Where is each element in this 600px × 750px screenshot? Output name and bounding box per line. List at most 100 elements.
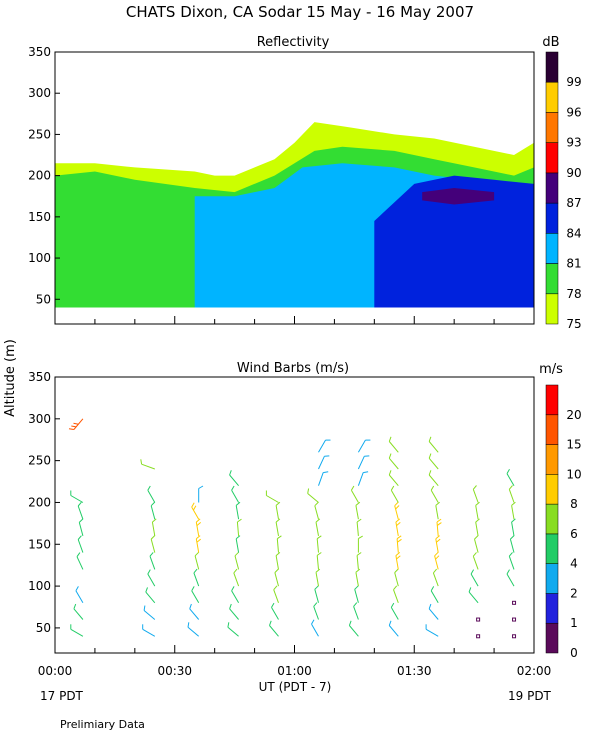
wind-barb-feather (231, 586, 235, 591)
wind-barb-feather (77, 501, 82, 507)
wind-barb (307, 488, 319, 503)
wind-barb-feather (68, 428, 74, 430)
wind-barb-shaft (315, 522, 319, 536)
footer-note: Prelimiary Data (60, 718, 145, 731)
wind-barb (314, 585, 319, 603)
wind-barb-shaft (435, 538, 439, 553)
reflectivity-y-tick-label-100: 100 (28, 251, 51, 265)
reflectivity-colorbar-swatch-75 (545, 293, 559, 325)
wind-barb-shaft (234, 555, 240, 570)
wind-barb-shaft (193, 572, 200, 587)
wind-barb (354, 585, 359, 603)
wind-barb-feather (235, 501, 241, 506)
wind-barb-shaft (393, 589, 399, 603)
wind-y-tick-label-150: 150 (28, 537, 51, 551)
wind-barb (147, 485, 156, 503)
reflectivity-colorbar-label-96: 96 (566, 105, 581, 119)
wind-barb (147, 569, 156, 587)
wind-barb-feather (472, 485, 477, 490)
wind-barb-shaft (357, 456, 365, 470)
reflectivity-colorbar-unit: dB (542, 35, 559, 50)
reflectivity-contour-87 (422, 188, 495, 205)
wind-barb (508, 485, 515, 503)
wind-barb-feather (428, 453, 432, 459)
wind-barb (357, 455, 370, 470)
wind-barb-feather (147, 569, 151, 575)
wind-barb-feather (508, 552, 513, 557)
wind-barb (430, 485, 439, 503)
wind-barb-feather (198, 485, 204, 489)
wind-barb-shaft (428, 441, 439, 453)
wind-barb (142, 624, 156, 637)
wind-barb-feather (275, 501, 281, 506)
wind-barb-feather (474, 535, 479, 540)
wind-barb-shaft (428, 457, 439, 470)
reflectivity-y-tick-label-50: 50 (36, 292, 51, 306)
reflectivity-y-tick-label-250: 250 (28, 127, 51, 141)
wind-barb-shaft (147, 490, 156, 503)
wind-barb-feather (229, 470, 232, 476)
wind-barb-shaft (236, 521, 240, 536)
wind-y-ticks: 50 100 150 200 250 300 350 (28, 370, 60, 635)
wind-barb-shaft (509, 538, 515, 553)
wind-colorbar-swatch-10 (545, 444, 559, 475)
wind-barb-feather (78, 518, 84, 523)
wind-barb-shaft (350, 490, 359, 503)
wind-barb-feather (358, 535, 363, 540)
wind-colorbar-label-0: 0 (570, 646, 578, 660)
wind-colorbar-swatch-15 (545, 414, 559, 445)
wind-barb-shaft (314, 505, 319, 520)
wind-y-tick-label-200: 200 (28, 495, 51, 509)
wind-colorbar-unit: m/s (539, 362, 563, 377)
wind-barb-shaft (395, 555, 399, 570)
wind-barb (428, 603, 439, 620)
wind-barb-feather (191, 502, 195, 508)
wind-barb-feather (396, 535, 402, 540)
wind-barb (355, 568, 361, 587)
wind-barb (149, 552, 156, 570)
wind-barb (275, 518, 281, 536)
wind-barb-feather (394, 568, 399, 573)
wind-barb-shaft (314, 589, 319, 603)
reflectivity-colorbar-swatch-93 (545, 112, 559, 143)
wind-barb-shaft (149, 556, 156, 570)
wind-barb-feather (428, 470, 432, 476)
wind-barb-shaft (313, 606, 319, 620)
wind-barb-shaft (430, 590, 439, 604)
wind-barb-shaft (472, 556, 479, 570)
wind-barb-shaft (316, 555, 319, 570)
wind-barb-shaft (73, 608, 84, 620)
wind-barb-feather (237, 518, 242, 523)
wind-barb-shaft (475, 505, 479, 520)
wind-barb-feather (271, 602, 275, 608)
wind-barb-shaft (315, 572, 319, 587)
wind-barb-feather (150, 535, 156, 540)
wind-barb (318, 471, 329, 486)
wind-barb-feather (350, 485, 355, 491)
wind-barb (356, 518, 362, 536)
wind-barb-shaft (275, 522, 279, 536)
wind-colorbar-label-6: 6 (570, 527, 578, 541)
wind-barb (315, 568, 321, 587)
wind-barb-shaft (271, 607, 279, 620)
wind-barb-feather (511, 518, 516, 523)
wind-barb-shaft (318, 472, 324, 486)
reflectivity-x-ticks (54, 316, 535, 324)
wind-barb (229, 603, 239, 620)
wind-barb-shaft (235, 505, 240, 520)
wind-barb-feather (363, 471, 369, 474)
wind-barb (229, 470, 239, 487)
wind-barb-shaft (151, 522, 156, 536)
wind-barb-feather (348, 620, 352, 626)
wind-barb (234, 551, 240, 570)
wind-barb (470, 569, 479, 587)
wind-barb (78, 518, 84, 537)
wind-barb (235, 535, 241, 553)
wind-barb-shaft (470, 573, 479, 587)
wind-barb-feather (395, 518, 401, 523)
wind-barb-feather (435, 535, 440, 540)
wind-barb (388, 453, 399, 470)
wind-barb (314, 501, 319, 520)
wind-barb-shaft (191, 506, 200, 520)
wind-barb (356, 552, 362, 570)
